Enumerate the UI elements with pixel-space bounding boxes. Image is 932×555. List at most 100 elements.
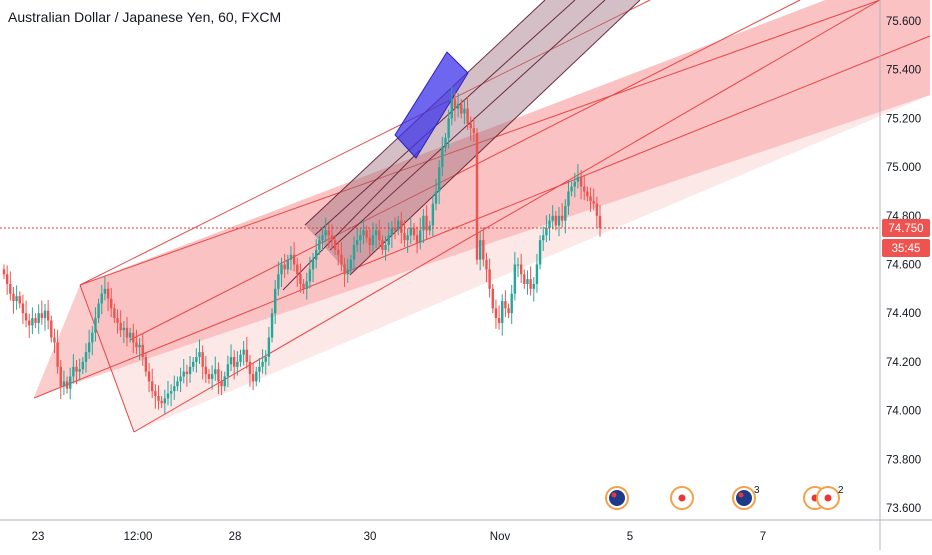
candle-body	[154, 391, 157, 396]
candle-body	[327, 230, 331, 236]
australia-flag-icon[interactable]: 3	[732, 485, 760, 510]
candle-body	[362, 230, 365, 236]
lower-channel-fill[interactable]	[80, 0, 930, 432]
candle-body	[144, 357, 148, 372]
candle-body	[201, 352, 204, 367]
candle-body	[113, 308, 116, 319]
candle-body	[538, 240, 542, 265]
candle-body	[545, 227, 548, 236]
candle-body	[132, 332, 135, 343]
outer-channel-bottom-line[interactable]	[33, 35, 931, 399]
candle-body	[43, 310, 47, 319]
candle-body	[526, 279, 529, 284]
japan-flag-icon[interactable]: 2	[816, 485, 844, 510]
candle-body	[69, 376, 72, 389]
countdown-tag: 35:45	[882, 238, 930, 257]
candle-body	[346, 269, 349, 275]
inner-channel-fill[interactable]	[305, 0, 640, 275]
candle-body	[166, 393, 170, 399]
last-price-label: 74.750	[888, 223, 923, 235]
outer-channel-fill[interactable]	[34, 0, 930, 397]
candle-body	[56, 342, 59, 367]
candle-body	[5, 274, 9, 284]
candle-body	[242, 349, 245, 355]
candle-body	[519, 264, 523, 275]
candle-body	[409, 227, 412, 236]
candle-body	[494, 308, 498, 319]
inner-channel-mid-trend[interactable]	[282, 149, 421, 291]
candle-body	[9, 283, 12, 294]
candle-body	[422, 215, 425, 231]
candle-body	[204, 366, 208, 375]
candle-body	[141, 344, 144, 358]
candle-body	[173, 386, 176, 392]
candle-body	[314, 249, 318, 260]
candle-body	[425, 215, 428, 231]
y-tick-label: 75.200	[886, 113, 921, 125]
y-tick-label: 73.600	[886, 503, 921, 515]
candle-body	[59, 366, 62, 387]
time-axis[interactable]: 23 12:00 28 30 Nov 5 7	[32, 531, 767, 543]
candle-body	[277, 274, 280, 289]
candle-body	[469, 123, 472, 129]
candle-body	[564, 206, 567, 221]
candle-body	[444, 137, 447, 148]
candle-body	[400, 220, 403, 233]
outer-channel-mid-line[interactable]	[79, 0, 651, 286]
candle-body	[333, 240, 337, 250]
candle-body	[352, 245, 356, 260]
economic-events[interactable]: 392	[605, 485, 844, 510]
channel-anchor-line[interactable]	[79, 284, 135, 433]
candle-body	[147, 371, 151, 382]
candle-body	[12, 293, 15, 302]
candle-body	[516, 264, 520, 266]
candle-body	[371, 235, 375, 246]
x-tick-label: Nov	[490, 531, 511, 543]
candle-body	[340, 254, 343, 265]
candle-body	[176, 381, 179, 387]
candle-body	[217, 369, 220, 382]
candle-body	[21, 303, 25, 314]
candle-body	[535, 264, 539, 284]
candle-body	[393, 227, 397, 231]
inner-channel-line-2[interactable]	[314, 0, 576, 236]
candle-body	[128, 332, 132, 338]
drawings-layer[interactable]	[33, 0, 931, 433]
australia-flag-icon[interactable]	[605, 486, 629, 510]
japan-flag-icon[interactable]	[670, 486, 694, 510]
candle-body	[233, 357, 236, 367]
candle-body	[169, 391, 173, 394]
x-tick-label: 23	[32, 531, 45, 543]
candle-body	[236, 361, 239, 367]
candle-body	[450, 98, 453, 119]
candle-body	[324, 230, 327, 236]
candle-body	[2, 269, 6, 275]
lower-channel-bottom-line[interactable]	[133, 0, 881, 433]
candle-body	[463, 108, 466, 114]
candle-body	[460, 103, 463, 114]
candle-body	[84, 352, 88, 362]
candle-body	[267, 337, 271, 358]
candle-body	[491, 288, 494, 309]
rectangle-drawing[interactable]	[394, 51, 469, 159]
outer-channel-top-line[interactable]	[79, 0, 881, 286]
outer-channel-line-2[interactable]	[129, 0, 801, 341]
chart-title: Australian Dollar / Japanese Yen, 60, FX…	[8, 9, 282, 25]
candle-body	[289, 254, 293, 260]
candle-body	[365, 230, 368, 238]
candle-body	[160, 400, 163, 404]
candle-body	[220, 381, 223, 387]
candle-body	[482, 240, 485, 260]
candle-body	[75, 366, 78, 372]
y-tick-label: 75.000	[886, 162, 921, 174]
candle-body	[245, 349, 249, 362]
candle-body	[62, 381, 66, 387]
x-tick-label: 30	[364, 531, 377, 543]
candle-body	[78, 369, 81, 372]
candle-body	[251, 374, 255, 382]
candle-body	[226, 364, 230, 377]
candle-body	[195, 357, 198, 362]
candle-body	[453, 98, 457, 109]
